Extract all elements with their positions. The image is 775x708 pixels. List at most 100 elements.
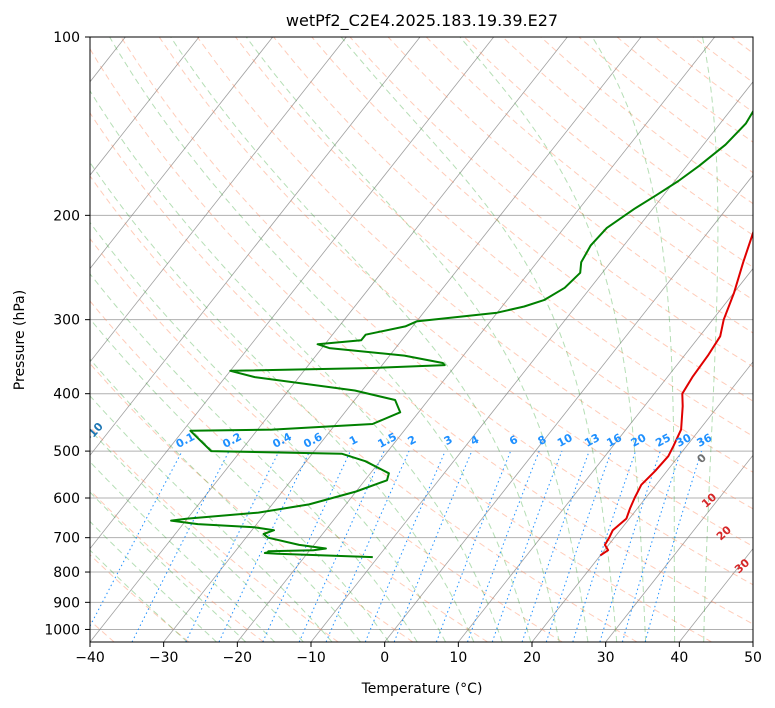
dry-adiabat-line — [196, 37, 753, 510]
dry-adiabat-line — [90, 112, 712, 642]
y-tick-label: 800 — [53, 565, 80, 581]
mixing-ratio-label: 0.6 — [301, 430, 325, 451]
dry-adiabat-line — [90, 554, 190, 642]
y-tick-label: 300 — [53, 313, 80, 329]
dry-adiabat-line — [770, 37, 775, 642]
x-tick-label: 10 — [449, 650, 467, 666]
dry-adiabat-line — [425, 37, 753, 301]
isotherm-line — [90, 37, 495, 550]
mixing-ratio-line — [218, 450, 311, 642]
mixing-ratio-label: 8 — [536, 433, 549, 448]
moist-adiabat-line — [90, 89, 503, 642]
isotherm-line — [310, 81, 753, 642]
dry-adiabat-line — [90, 362, 414, 642]
moist-adiabat-line — [90, 161, 475, 642]
y-tick-label: 200 — [53, 208, 80, 224]
dry-adiabat-line — [90, 47, 753, 625]
moist-adiabat-line — [90, 358, 361, 642]
isotherm-line — [90, 37, 200, 176]
isotherm-line — [752, 641, 753, 642]
background-lines — [90, 37, 775, 642]
mixing-ratio-label: 2 — [406, 433, 419, 448]
mixing-ratio-label: 30 — [674, 431, 694, 450]
isotherm-line — [90, 37, 347, 363]
moist-adiabat-line — [170, 37, 560, 642]
dry-adiabat-line — [311, 37, 753, 402]
mixing-ratio-label: 13 — [582, 431, 602, 450]
moist-adiabat-line — [90, 395, 333, 642]
isotherm-line — [163, 37, 642, 642]
grid-layer — [90, 37, 753, 642]
dry-adiabat-line — [90, 175, 638, 642]
mixing-ratio-line — [491, 450, 563, 642]
moist-adiabat-label: 40 — [754, 584, 774, 604]
moist-adiabat-line — [591, 37, 676, 642]
moist-adiabat-line — [90, 461, 276, 642]
moist-adiabat-line — [90, 273, 418, 642]
isotherm-line — [90, 37, 274, 270]
dry-adiabat-line — [502, 37, 753, 236]
line-labels: 0.10.20.40.611.52346810131620253036-100-… — [90, 420, 774, 604]
mixing-ratio-label: 1 — [347, 433, 360, 448]
moist-adiabat-line — [702, 37, 719, 642]
x-tick-label: 0 — [380, 650, 389, 666]
x-axis-label: Temperature (°C) — [361, 681, 483, 697]
mixing-ratio-line — [599, 450, 661, 642]
moist-adiabat-line — [90, 491, 247, 642]
dry-adiabat-line — [235, 37, 753, 473]
mixing-ratio-line — [131, 450, 230, 642]
mixing-ratio-line — [621, 450, 682, 642]
y-tick-label: 100 — [53, 30, 80, 46]
isotherm-line — [531, 361, 753, 642]
moist-adiabat-label: 20 — [714, 523, 734, 543]
dry-adiabat-line — [158, 37, 753, 547]
mixing-ratio-label: 20 — [629, 431, 649, 450]
y-tick-label: 400 — [53, 387, 80, 403]
mixing-ratio-line — [572, 450, 637, 642]
mixing-ratio-line — [90, 450, 183, 628]
x-tick-label: −40 — [75, 650, 105, 666]
mixing-ratio-label: 3 — [442, 433, 455, 448]
moist-adiabat-label: 10 — [699, 490, 719, 510]
y-tick-label: 1000 — [44, 622, 80, 638]
x-tick-label: −10 — [296, 650, 326, 666]
dry-adiabat-line — [90, 300, 488, 642]
mixing-ratio-line — [185, 450, 280, 642]
mixing-ratio-line — [644, 450, 702, 642]
mixing-ratio-line — [521, 450, 590, 642]
x-tick-label: 40 — [670, 650, 688, 666]
isotherm-line — [90, 37, 421, 456]
y-tick-label: 500 — [53, 444, 80, 460]
profile-series — [170, 109, 753, 559]
mixing-ratio-line — [364, 450, 446, 642]
mixing-ratio-label: 1.5 — [376, 430, 399, 451]
mixing-ratio-label: 36 — [695, 431, 715, 450]
isotherm-line — [90, 37, 568, 642]
moist-adiabat-line — [90, 221, 447, 642]
moist-adiabat-line — [90, 428, 304, 642]
y-axis-label: Pressure (hPa) — [12, 290, 28, 390]
isotherm-line — [384, 174, 753, 642]
mixing-ratio-line — [435, 450, 512, 642]
isotherm-line — [605, 454, 753, 642]
x-tick-label: −20 — [223, 650, 253, 666]
mixing-ratio-label: 0.2 — [221, 430, 244, 451]
chart-title: wetPf2_C2E4.2025.183.19.39.E27 — [286, 11, 558, 31]
moist-adiabat-line — [90, 549, 188, 642]
dry-adiabat-line — [90, 489, 264, 642]
dry-adiabat-line — [273, 37, 753, 437]
y-tick-label: 600 — [53, 491, 80, 507]
dewpoint-profile-line — [170, 109, 753, 559]
mixing-ratio-label: 4 — [468, 433, 481, 448]
moist-adiabat-line — [90, 318, 390, 642]
moist-adiabat-line — [340, 37, 618, 642]
moist-adiabat-line — [90, 520, 217, 642]
axes: −40 −30 −20 −10 0 10 20 30 40 5010020030040050060… — [44, 30, 762, 666]
dry-adiabat-line — [693, 37, 753, 84]
moist-adiabat-label: 30 — [732, 556, 752, 576]
mixing-ratio-label: 16 — [604, 431, 624, 450]
y-tick-label: 700 — [53, 531, 80, 547]
mixing-ratio-line — [262, 450, 351, 642]
mixing-ratio-label: 10 — [555, 431, 575, 450]
